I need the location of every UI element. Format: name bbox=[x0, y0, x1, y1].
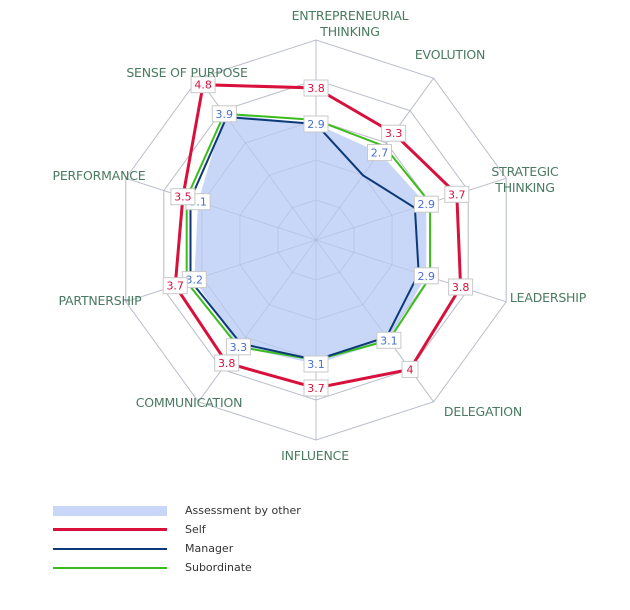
axis-label-entrepreneurial-thinking: ENTREPRENEURIAL THINKING bbox=[292, 8, 409, 39]
axis-spoke-overlay bbox=[198, 239, 317, 403]
svg-text:3.3: 3.3 bbox=[385, 127, 403, 140]
axis-spoke-overlay bbox=[125, 239, 317, 303]
svg-text:3.1: 3.1 bbox=[307, 358, 325, 371]
assessment-by-other-area bbox=[194, 113, 427, 364]
axis-spoke-overlay bbox=[315, 239, 507, 303]
legend-label: Manager bbox=[185, 542, 234, 555]
value-label: 3.8 bbox=[303, 79, 329, 97]
value-label: 2.9 bbox=[413, 267, 439, 285]
axis-label-communication: COMMUNICATION bbox=[136, 395, 243, 410]
svg-text:4.8: 4.8 bbox=[194, 79, 212, 92]
value-label: 3.8 bbox=[448, 278, 474, 296]
axis-spoke-overlay bbox=[315, 177, 507, 241]
inner-grid-overlay bbox=[125, 39, 507, 441]
svg-text:3.3: 3.3 bbox=[230, 341, 248, 354]
axis-spoke-overlay bbox=[198, 77, 317, 241]
value-label: 3.3 bbox=[381, 124, 407, 142]
svg-text:2.9: 2.9 bbox=[307, 118, 325, 131]
svg-text:3.1: 3.1 bbox=[380, 334, 398, 347]
axis-label-strategic-thinking: STRATEGIC THINKING bbox=[491, 164, 559, 195]
svg-text:2.9: 2.9 bbox=[418, 198, 436, 211]
value-label: 3.8 bbox=[214, 354, 240, 372]
axis-labels: ENTREPRENEURIAL THINKING EVOLUTION STRATEGI… bbox=[53, 8, 587, 463]
value-label: 3.7 bbox=[162, 277, 188, 295]
area-swatch-icon bbox=[53, 505, 167, 516]
legend-label: Assessment by other bbox=[185, 504, 301, 517]
svg-text:3.9: 3.9 bbox=[216, 108, 234, 121]
legend-label: Self bbox=[185, 523, 206, 536]
line-swatch-icon bbox=[53, 528, 167, 531]
svg-text:4: 4 bbox=[407, 363, 414, 376]
value-label: 3.7 bbox=[444, 185, 470, 203]
value-label: 3.1 bbox=[303, 355, 329, 373]
legend-item-manager[interactable]: Manager bbox=[53, 539, 301, 558]
value-label: 4.8 bbox=[190, 76, 216, 94]
svg-text:3.7: 3.7 bbox=[166, 280, 184, 293]
line-swatch-icon bbox=[53, 566, 167, 569]
axis-label-performance: PERFORMANCE bbox=[53, 168, 146, 183]
value-label: 2.9 bbox=[413, 195, 439, 213]
chart-legend: Assessment by other Self Manager Subordi… bbox=[53, 501, 301, 577]
value-label: 3.9 bbox=[211, 105, 237, 123]
legend-item-subordinate[interactable]: Subordinate bbox=[53, 558, 301, 577]
axis-label-influence: INFLUENCE bbox=[281, 448, 349, 463]
legend-item-self[interactable]: Self bbox=[53, 520, 301, 539]
value-labels: 2.92.72.92.93.13.13.33.23.13.93.83.33.73… bbox=[162, 76, 474, 397]
value-label: 4 bbox=[401, 360, 419, 378]
svg-text:3.8: 3.8 bbox=[452, 281, 470, 294]
axis-label-sense-of-purpose: SENSE OF PURPOSE bbox=[126, 65, 248, 80]
svg-text:3.5: 3.5 bbox=[174, 191, 192, 204]
value-label: 3.1 bbox=[376, 331, 402, 349]
svg-text:2.9: 2.9 bbox=[418, 270, 436, 283]
svg-text:3.8: 3.8 bbox=[307, 82, 325, 95]
series-area bbox=[194, 113, 427, 364]
legend-item-assessment-by-other[interactable]: Assessment by other bbox=[53, 501, 301, 520]
axis-label-partnership: PARTNERSHIP bbox=[59, 293, 143, 308]
svg-text:3.7: 3.7 bbox=[307, 382, 325, 395]
svg-text:3.7: 3.7 bbox=[448, 188, 466, 201]
axis-label-leadership: LEADERSHIP bbox=[510, 290, 587, 305]
value-label: 3.7 bbox=[303, 379, 329, 397]
axis-label-evolution: EVOLUTION bbox=[415, 47, 485, 62]
value-label: 2.9 bbox=[303, 115, 329, 133]
value-label: 3.5 bbox=[170, 188, 196, 206]
value-label: 3.3 bbox=[225, 338, 251, 356]
value-label: 2.7 bbox=[367, 144, 392, 162]
value-label: 3.2 bbox=[181, 271, 207, 289]
axis-label-delegation: DELEGATION bbox=[444, 404, 522, 419]
svg-text:3.8: 3.8 bbox=[218, 357, 236, 370]
svg-text:2.7: 2.7 bbox=[371, 147, 389, 160]
axis-spoke-overlay bbox=[125, 177, 317, 241]
line-swatch-icon bbox=[53, 547, 167, 550]
svg-text:3.2: 3.2 bbox=[186, 274, 204, 287]
legend-label: Subordinate bbox=[185, 561, 252, 574]
